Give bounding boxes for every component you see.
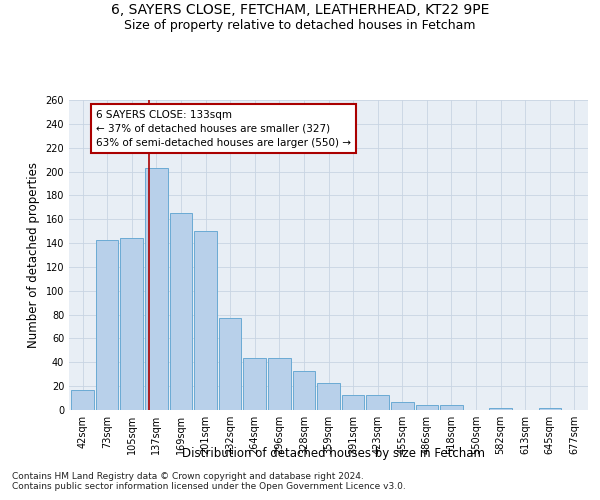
Text: Size of property relative to detached houses in Fetcham: Size of property relative to detached ho… — [124, 19, 476, 32]
Bar — [71, 390, 94, 410]
Bar — [367, 394, 389, 410]
Text: Contains public sector information licensed under the Open Government Licence v3: Contains public sector information licen… — [12, 482, 406, 491]
Y-axis label: Number of detached properties: Number of detached properties — [27, 162, 40, 348]
Bar — [96, 240, 118, 410]
Bar — [391, 402, 413, 410]
Text: 6 SAYERS CLOSE: 133sqm
← 37% of detached houses are smaller (327)
63% of semi-de: 6 SAYERS CLOSE: 133sqm ← 37% of detached… — [96, 110, 351, 148]
Bar — [416, 405, 438, 410]
Bar — [244, 358, 266, 410]
Bar — [194, 231, 217, 410]
Bar — [219, 318, 241, 410]
Text: 6, SAYERS CLOSE, FETCHAM, LEATHERHEAD, KT22 9PE: 6, SAYERS CLOSE, FETCHAM, LEATHERHEAD, K… — [111, 2, 489, 16]
Bar — [342, 394, 364, 410]
Bar — [170, 214, 192, 410]
Text: Distribution of detached houses by size in Fetcham: Distribution of detached houses by size … — [182, 448, 485, 460]
Bar — [293, 370, 315, 410]
Bar — [440, 405, 463, 410]
Bar — [121, 238, 143, 410]
Bar — [490, 408, 512, 410]
Bar — [317, 382, 340, 410]
Bar — [145, 168, 167, 410]
Text: Contains HM Land Registry data © Crown copyright and database right 2024.: Contains HM Land Registry data © Crown c… — [12, 472, 364, 481]
Bar — [539, 408, 561, 410]
Bar — [268, 358, 290, 410]
